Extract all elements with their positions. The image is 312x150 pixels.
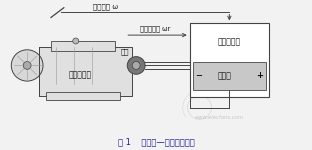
Bar (193, 61, 266, 90)
Text: 柴油发动机: 柴油发动机 (69, 71, 92, 80)
Bar (46, 92, 120, 100)
Text: 发动机转速 ωr: 发动机转速 ωr (140, 26, 170, 32)
Text: +: + (256, 71, 264, 80)
Text: −: − (195, 71, 202, 80)
Text: 逆变器: 逆变器 (217, 71, 231, 80)
Circle shape (127, 57, 145, 74)
Text: 图 1    发动机—电机系统结构: 图 1 发动机—电机系统结构 (118, 137, 194, 146)
Circle shape (73, 38, 79, 44)
Bar (51, 41, 115, 51)
Text: 目标转速 ω: 目标转速 ω (93, 3, 118, 10)
Circle shape (132, 61, 140, 69)
Circle shape (11, 50, 43, 81)
Bar (39, 47, 132, 96)
Text: 电机: 电机 (121, 48, 129, 55)
Bar (190, 23, 269, 97)
Circle shape (23, 61, 31, 69)
Text: www.elecfans.com: www.elecfans.com (195, 115, 244, 120)
Text: 电机控制器: 电机控制器 (218, 37, 241, 46)
